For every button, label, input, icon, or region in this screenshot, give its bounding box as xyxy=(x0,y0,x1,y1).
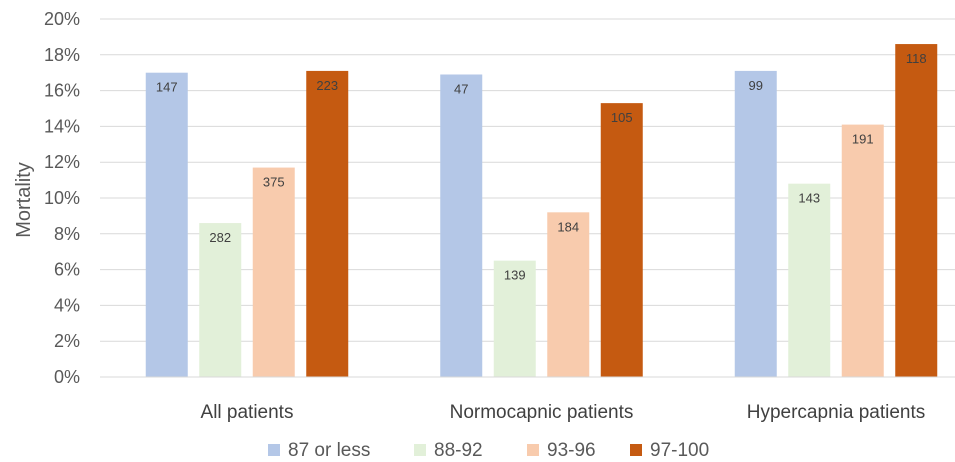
data-labels: 147 282 375 223 47 139 184 105 99 143 191 118 xyxy=(156,51,927,283)
y-tick-label: 18% xyxy=(44,45,80,65)
legend-label: 93-96 xyxy=(547,440,596,461)
bar-97-100-1 xyxy=(600,103,643,377)
category-label: All patients xyxy=(201,402,294,423)
data-label: 184 xyxy=(557,219,579,234)
y-axis-ticks: 0% 2% 4% 6% 8% 10% 12% 14% 16% 18% 20% xyxy=(44,9,80,387)
legend-swatch xyxy=(630,444,642,456)
y-tick-label: 6% xyxy=(54,260,80,280)
gridlines xyxy=(100,18,955,342)
y-tick-label: 10% xyxy=(44,188,80,208)
legend-swatch xyxy=(414,444,426,456)
y-tick-label: 14% xyxy=(44,116,80,136)
bar-93-96-2 xyxy=(841,124,884,377)
bars xyxy=(145,44,938,378)
y-tick-label: 8% xyxy=(54,224,80,244)
data-label: 223 xyxy=(316,78,338,93)
bar-87-or-less-0 xyxy=(145,72,188,377)
y-axis-label: Mortality xyxy=(13,162,35,238)
data-label: 118 xyxy=(906,51,927,66)
data-label: 143 xyxy=(798,191,820,206)
data-label: 191 xyxy=(852,132,874,147)
y-tick-label: 12% xyxy=(44,152,80,172)
data-label: 105 xyxy=(611,110,633,125)
data-label: 147 xyxy=(156,80,178,95)
bar-88-92-2 xyxy=(788,183,831,377)
legend-label: 87 or less xyxy=(288,440,370,461)
bar-93-96-1 xyxy=(547,212,590,377)
y-tick-label: 2% xyxy=(54,331,80,351)
bar-87-or-less-2 xyxy=(734,70,777,377)
legend-label: 88-92 xyxy=(434,440,483,461)
y-tick-label: 0% xyxy=(54,367,80,387)
legend: 87 or less 88-92 93-96 97-100 xyxy=(268,440,709,461)
category-label: Hypercapnia patients xyxy=(747,402,926,423)
data-label: 47 xyxy=(454,81,468,96)
data-label: 139 xyxy=(504,268,526,283)
data-label: 282 xyxy=(209,230,231,245)
data-label: 375 xyxy=(263,175,285,190)
legend-swatch xyxy=(268,444,280,456)
bar-97-100-2 xyxy=(895,44,938,378)
bar-88-92-1 xyxy=(493,260,536,377)
y-tick-label: 20% xyxy=(44,9,80,29)
legend-label: 97-100 xyxy=(650,440,709,461)
bar-97-100-0 xyxy=(306,70,349,377)
data-label: 99 xyxy=(749,78,763,93)
bar-88-92-0 xyxy=(199,223,242,377)
bar-93-96-0 xyxy=(252,167,295,377)
legend-swatch xyxy=(527,444,539,456)
category-label: Normocapnic patients xyxy=(450,402,634,423)
y-tick-label: 4% xyxy=(54,295,80,315)
y-tick-label: 16% xyxy=(44,81,80,101)
category-labels: All patients Normocapnic patients Hypercap… xyxy=(201,402,926,423)
bar-87-or-less-1 xyxy=(440,74,483,378)
